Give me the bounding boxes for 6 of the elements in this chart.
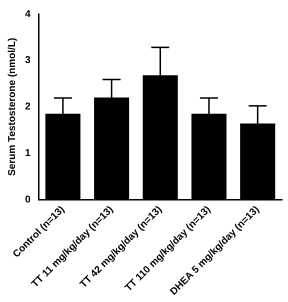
y-tick-label: 2 <box>25 102 31 113</box>
y-tick-label: 4 <box>25 8 31 20</box>
y-axis-title: Serum Testosterone (nmol/L) <box>6 38 18 176</box>
y-tick-label: 1 <box>25 148 31 159</box>
y-tick-label: 3 <box>25 55 31 66</box>
y-tick-label: 0 <box>25 194 31 206</box>
